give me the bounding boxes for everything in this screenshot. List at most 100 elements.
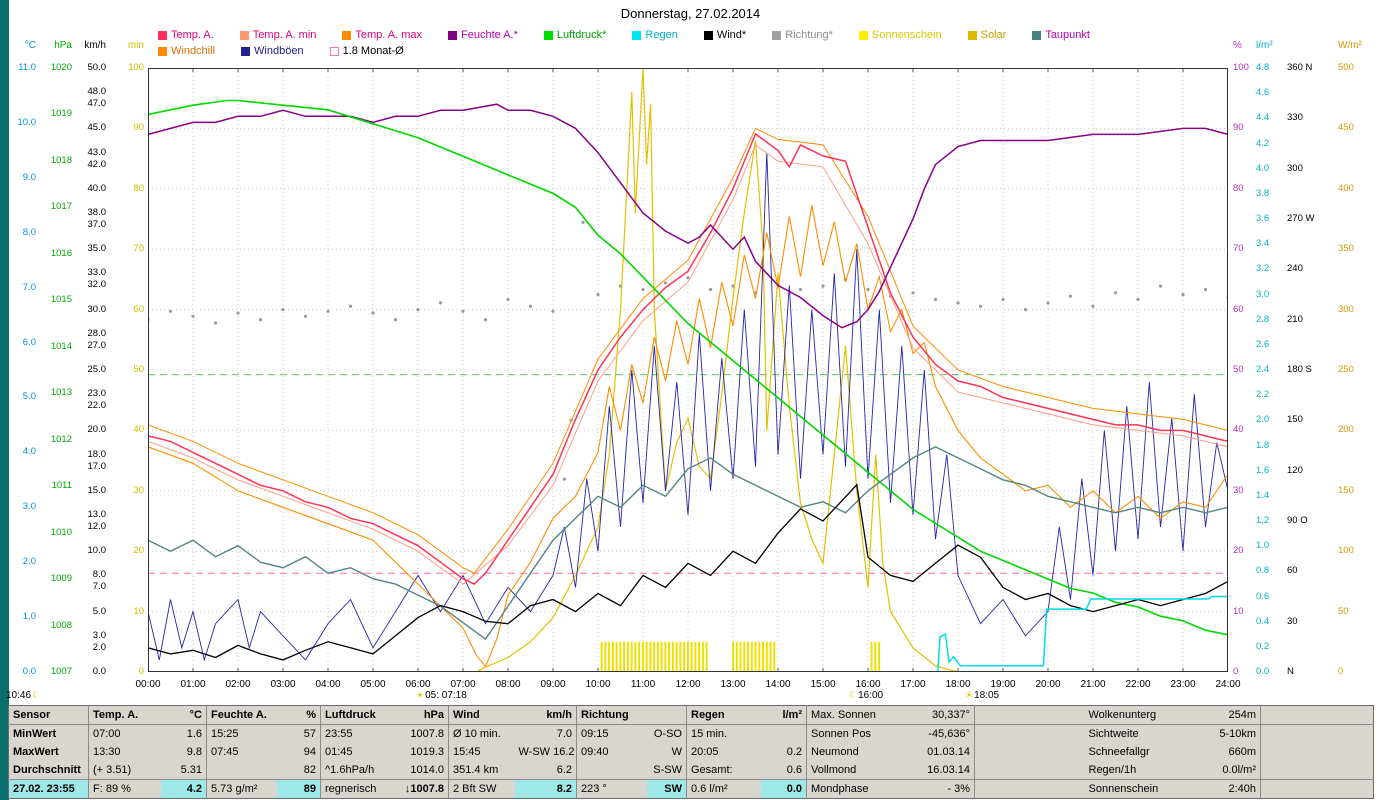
info-label: Sichtweite bbox=[1088, 728, 1139, 740]
series-sonnenschein bbox=[694, 641, 697, 672]
chart-svg[interactable] bbox=[146, 67, 1230, 673]
axis-tick-label: 1014 bbox=[50, 340, 72, 352]
series-sonnenschein bbox=[732, 641, 734, 672]
info-value: 660m bbox=[1176, 743, 1261, 761]
legend-item-luftdruck[interactable]: Luftdruck* bbox=[543, 29, 606, 41]
axis-tick-label: 37.0 bbox=[87, 219, 107, 231]
axis-tick-label: 22.0 bbox=[87, 400, 107, 412]
series-sonnenschein bbox=[600, 641, 603, 672]
series-sonnenschein bbox=[762, 641, 764, 672]
axis-tick-label: 50 bbox=[1233, 364, 1244, 375]
x-axis-label: 24:00 bbox=[1215, 679, 1241, 690]
axis-tick-label: 120 bbox=[1287, 464, 1303, 476]
series-sonnenschein bbox=[664, 641, 667, 672]
series-richtung bbox=[1091, 304, 1095, 308]
series-sonnenschein bbox=[653, 641, 656, 672]
axis-tick-label: 1.8 bbox=[1256, 439, 1270, 451]
axis-tick-label: 400 bbox=[1338, 182, 1354, 194]
legend-swatch-icon bbox=[543, 30, 553, 40]
axis-unit-c: °C bbox=[24, 40, 36, 51]
series-sonnenschein bbox=[656, 641, 659, 672]
axis-tick-label: 30 bbox=[1287, 615, 1298, 627]
series-sonnenschein bbox=[649, 641, 652, 672]
axis-tick-label: 300 bbox=[1338, 303, 1354, 315]
axis-tick-label: 7.0 bbox=[92, 581, 106, 593]
series-temp-a bbox=[147, 132, 1229, 586]
series-sonnenschein bbox=[645, 641, 648, 672]
series-sonnenschein bbox=[679, 641, 682, 672]
moon-icon: ☾ bbox=[32, 690, 41, 700]
table-cell: 07:45 bbox=[211, 746, 239, 758]
axis-tick-label: 0 bbox=[1338, 666, 1344, 677]
spacer bbox=[1260, 705, 1374, 725]
axis-tick-label: 20.0 bbox=[87, 424, 107, 436]
axis-tick-label: 210 bbox=[1287, 313, 1303, 325]
series-sonnenschein bbox=[641, 641, 644, 672]
legend-label: 1.8 Monat-Ø bbox=[342, 45, 404, 57]
axis-tick-label: 3.2 bbox=[1256, 263, 1270, 275]
legend-item-windb-en[interactable]: Windböen bbox=[241, 45, 304, 57]
axis-tick-label: 11.0 bbox=[18, 62, 36, 73]
axis-tick-label: 1.6 bbox=[1256, 464, 1270, 476]
table-cell: 15 min. bbox=[691, 728, 728, 740]
legend-item-richtung[interactable]: Richtung* bbox=[772, 29, 833, 41]
table-cell: 09:40 bbox=[581, 746, 609, 758]
x-axis-label: 11:00 bbox=[630, 679, 656, 690]
info-label: Neumond bbox=[811, 746, 859, 758]
legend-label: Temp. A. min bbox=[252, 29, 317, 41]
series-sonnenschein bbox=[705, 641, 708, 672]
legend-label: Taupunkt bbox=[1045, 29, 1090, 41]
axis-tick-label: 2.0 bbox=[92, 641, 106, 653]
legend-item-windchill[interactable]: Windchill bbox=[158, 45, 215, 57]
legend-item-feuchte-a[interactable]: Feuchte A.* bbox=[448, 29, 518, 41]
x-axis-label: 08:00 bbox=[495, 679, 521, 690]
legend-item-temp-a-max[interactable]: Temp. A. max bbox=[342, 29, 422, 41]
axis-tick-label: 1017 bbox=[50, 201, 72, 213]
table-cell bbox=[207, 761, 277, 780]
axis-tick-label: 28.0 bbox=[87, 327, 107, 339]
axis-tick-label: 9.0 bbox=[22, 171, 36, 183]
legend-item-regen[interactable]: Regen bbox=[632, 29, 678, 41]
axis-tick-label: 1020 bbox=[50, 62, 72, 73]
series-temp-a-max bbox=[147, 127, 1229, 574]
axis-tick-label: 33.0 bbox=[87, 267, 107, 279]
legend-label: Sonnenschein bbox=[871, 29, 942, 41]
table-cell: 15:25 bbox=[211, 728, 239, 740]
axis-tick-label: 6.0 bbox=[22, 336, 36, 348]
axis-tick-label: 12.0 bbox=[87, 521, 107, 533]
astro-marker-05-07-18: ☀05: 07:18 bbox=[415, 690, 467, 701]
info-value: 0.0l/m² bbox=[1176, 761, 1261, 780]
legend-label: Feuchte A.* bbox=[461, 29, 518, 41]
series-sonnenschein bbox=[739, 641, 742, 672]
legend-item-sonnenschein[interactable]: Sonnenschein bbox=[858, 29, 942, 41]
chart-area[interactable] bbox=[146, 67, 1230, 673]
legend-item-temp-a-min[interactable]: Temp. A. min bbox=[239, 29, 317, 41]
row-label: Sensor bbox=[8, 705, 89, 725]
axis-tick-label: 5.0 bbox=[22, 391, 36, 403]
axis-tick-label: 250 bbox=[1338, 364, 1354, 375]
legend-item-1-8-monat[interactable]: 1.8 Monat-Ø bbox=[329, 45, 404, 57]
series-sonnenschein bbox=[660, 641, 663, 672]
series-sonnenschein bbox=[611, 641, 614, 672]
series-richtung bbox=[1203, 287, 1208, 292]
table-cell: l/m² bbox=[760, 705, 807, 725]
axis-tick-label: 23.0 bbox=[87, 388, 107, 400]
axis-tick-label: 1013 bbox=[50, 387, 72, 399]
axis-tick-label: 38.0 bbox=[87, 206, 107, 218]
table-cell: 15:45 bbox=[453, 746, 481, 758]
spacer bbox=[1261, 743, 1374, 761]
astro-marker-time: 05: 07:18 bbox=[425, 690, 467, 701]
series-richtung bbox=[326, 309, 330, 313]
axis-tick-label: 30 bbox=[133, 484, 144, 496]
legend-item-temp-a[interactable]: Temp. A. bbox=[158, 29, 214, 41]
series-richtung bbox=[798, 287, 803, 292]
x-axis-label: 14:00 bbox=[765, 679, 791, 690]
legend-item-wind[interactable]: Wind* bbox=[703, 29, 746, 41]
axis-tick-label: 25.0 bbox=[87, 364, 107, 375]
table-cell bbox=[646, 705, 687, 725]
legend-swatch-icon bbox=[342, 30, 352, 40]
series-windchill bbox=[147, 205, 1229, 668]
legend-item-solar[interactable]: Solar bbox=[967, 29, 1006, 41]
legend-item-taupunkt[interactable]: Taupunkt bbox=[1032, 29, 1090, 41]
series-richtung bbox=[663, 281, 668, 285]
